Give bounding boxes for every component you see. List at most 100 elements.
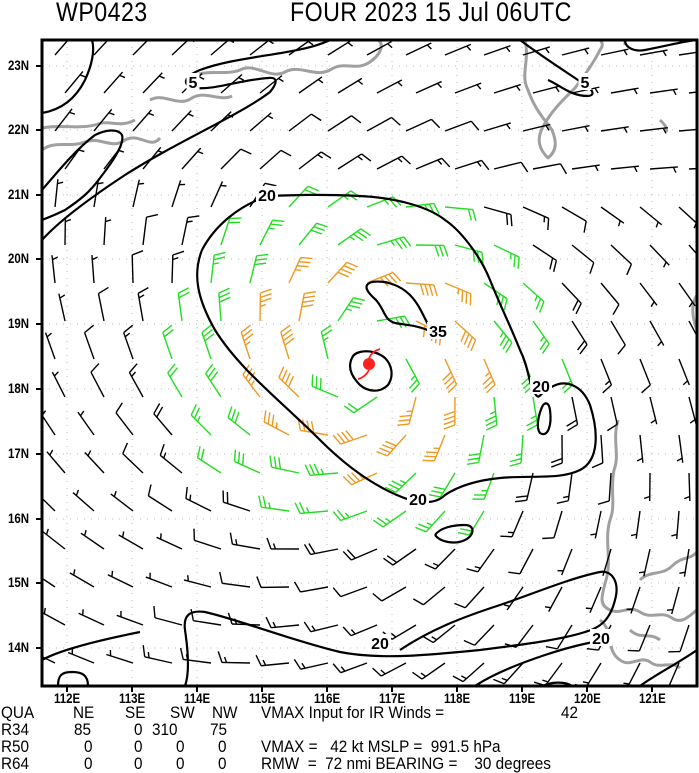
wind-barb (117, 611, 143, 625)
wind-barb (494, 85, 521, 93)
wind-barb (344, 397, 377, 413)
wind-barb (138, 288, 148, 321)
wind-barb (65, 217, 71, 245)
wind-barb (304, 622, 338, 632)
wind-barb (373, 587, 406, 601)
wind-barb (562, 48, 589, 55)
wind-barb (154, 606, 182, 625)
wind-barb (377, 156, 410, 169)
wind-barb (406, 119, 440, 131)
wind-barb (545, 587, 562, 612)
wind-barb (256, 655, 289, 666)
lon-label: 118E (444, 690, 470, 706)
wind-barb (124, 325, 133, 359)
wind-barb (677, 435, 683, 463)
wind-barb (483, 359, 495, 393)
wind-barb (689, 397, 696, 424)
wind-barb (338, 229, 370, 245)
wind-barb (43, 529, 65, 549)
wind-barb (464, 625, 494, 645)
wind-barb (328, 116, 361, 131)
wind-barb (182, 148, 203, 169)
wind-barb (650, 321, 664, 346)
wind-barb (429, 473, 455, 497)
wind-barb (94, 34, 115, 55)
wind-barb (294, 659, 328, 669)
wind-barb (679, 283, 695, 307)
wind-barb (508, 549, 533, 574)
wind-barb (328, 191, 360, 207)
wind-barb (679, 359, 689, 385)
wind-barb (266, 617, 299, 628)
wind-barb (116, 403, 133, 435)
r64-se: 0 (134, 755, 143, 772)
wind-barb (494, 162, 528, 172)
ne-header: NE (73, 704, 94, 721)
wind-barb (631, 511, 640, 539)
wind-barb (533, 86, 560, 93)
wind-barb (172, 251, 184, 283)
wind-barb (223, 490, 250, 511)
wind-barb (55, 179, 63, 207)
wind-barb (257, 576, 289, 587)
wind-barb (668, 625, 689, 652)
wind-barb (572, 165, 600, 171)
wind-barb (412, 663, 445, 679)
wind-barb (218, 651, 250, 663)
wind-barb (601, 207, 624, 226)
wind-barb (443, 359, 457, 393)
wind-barb (146, 573, 172, 587)
wind-barb (46, 333, 55, 359)
contour-label: 20 (409, 492, 427, 509)
wind-barb (601, 49, 628, 55)
lat-label: 18N (8, 380, 29, 396)
wind-barb (65, 71, 86, 93)
wind-barb (557, 549, 572, 575)
wind-barb (445, 44, 471, 55)
wind-barb (78, 411, 94, 435)
wind-barb (267, 538, 299, 549)
lat-label: 16N (8, 510, 29, 526)
r50-nw: 0 (218, 738, 227, 755)
r34-label: R34 (1, 721, 29, 738)
wind-barb (454, 587, 484, 608)
wind-barb (52, 372, 65, 397)
wind-barb (455, 245, 483, 264)
wind-barb (295, 502, 328, 513)
lat-label: 23N (8, 57, 29, 73)
wind-barb (338, 154, 371, 169)
wind-barb (572, 321, 587, 354)
wind-barb (108, 571, 133, 587)
wind-barb (279, 367, 299, 397)
contour-label: 5 (581, 75, 590, 92)
wind-barb (523, 207, 549, 230)
wind-barb (575, 663, 601, 687)
wind-barb (55, 34, 76, 55)
wind-barb (338, 78, 363, 93)
wind-barb (444, 397, 455, 429)
wind-barb (178, 288, 189, 321)
wind-barb (494, 245, 519, 269)
wind-barb (667, 587, 679, 614)
sw-header: SW (170, 704, 195, 721)
wind-barb (586, 587, 601, 613)
wind-barb (484, 283, 507, 310)
wind-barb (376, 435, 406, 456)
wind-barb (184, 575, 211, 587)
wind-barb (299, 77, 323, 93)
r64-nw: 0 (218, 755, 227, 772)
lat-label: 22N (8, 121, 29, 137)
wind-barb (328, 262, 358, 283)
wind-barb (467, 435, 484, 464)
wind-barb (191, 405, 211, 435)
wind-barb (551, 435, 562, 467)
wind-barb (650, 397, 657, 424)
wind-barb (85, 451, 104, 473)
wind-barb (611, 88, 639, 94)
wind-barb (590, 511, 601, 538)
wind-barb (416, 245, 448, 257)
wind-barb (455, 321, 476, 351)
contour-label: 20 (258, 188, 276, 205)
contour-label: 20 (532, 379, 550, 396)
